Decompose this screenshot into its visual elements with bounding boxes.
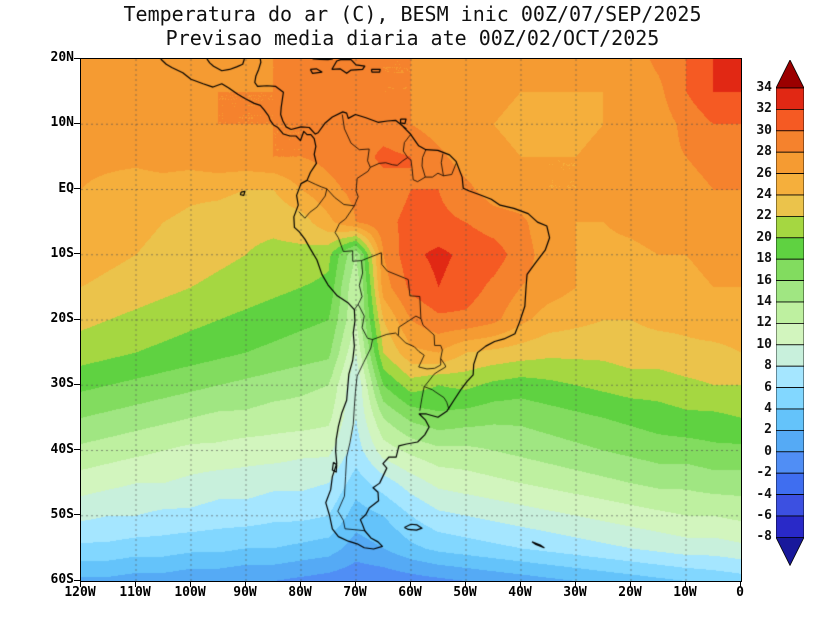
colorbar-band <box>776 237 804 260</box>
colorbar-band <box>776 322 804 346</box>
colorbar-tick-label: 8 <box>764 358 772 374</box>
lon-tick-mark <box>629 581 631 587</box>
colorbar-band <box>776 472 804 496</box>
lon-tick-label: 50W <box>453 585 477 600</box>
lon-tick-label: 20W <box>618 585 642 600</box>
colorbar-band <box>776 301 804 324</box>
colorbar-tick-label: -8 <box>756 529 772 545</box>
colorbar-tick-label: 0 <box>764 443 772 459</box>
colorbar-band <box>776 494 804 517</box>
colorbar-arrow-top <box>776 60 804 89</box>
lat-tick-label: EQ <box>58 180 74 196</box>
lon-tick-label: 80W <box>288 585 312 600</box>
lon-tick-mark <box>409 581 411 587</box>
colorbar: 34 32 30 28 26 24 22 20 18 16 14 12 10 8 6 4 2 0 -2 -4 -6 -8 <box>742 60 806 575</box>
colorbar-band <box>776 173 804 196</box>
lon-tick-mark <box>244 581 246 587</box>
colorbar-band <box>776 151 804 174</box>
lat-tick-label: 20N <box>50 50 74 65</box>
colorbar-tick-label: 24 <box>756 187 772 202</box>
lat-tick-mark <box>74 188 80 189</box>
colorbar-tick-label: -6 <box>756 508 772 523</box>
lon-tick-label: 70W <box>343 585 367 600</box>
colorbar-band <box>776 408 804 431</box>
colorbar-band <box>776 280 804 303</box>
colorbar-band <box>776 344 804 367</box>
colorbar-band <box>776 258 804 281</box>
colorbar-tick-label: 26 <box>756 165 772 181</box>
colorbar-tick-label: 12 <box>756 315 772 331</box>
lat-tick-label: 20S <box>50 311 74 326</box>
colorbar-tick-label: 10 <box>756 336 772 352</box>
lon-tick-mark <box>684 581 686 587</box>
lon-tick-mark <box>739 581 741 587</box>
colorbar-arrow-bottom <box>776 536 804 566</box>
colorbar-tick-label: 20 <box>756 229 772 245</box>
colorbar-band <box>776 194 804 217</box>
lon-tick-mark <box>134 581 136 587</box>
colorbar-tick-label: 18 <box>756 251 772 267</box>
colorbar-tick-label: 16 <box>756 272 772 288</box>
lon-tick-mark <box>189 581 191 587</box>
lat-tick-label: 40S <box>50 441 74 457</box>
colorbar-band <box>776 130 804 153</box>
lat-tick-label: 10N <box>50 115 74 131</box>
lon-tick-label: 0 <box>736 585 744 600</box>
lon-tick-label: 30W <box>563 585 587 600</box>
colorbar-tick-label: 32 <box>756 101 772 117</box>
chart-subtitle: Previsao media diaria ate 00Z/02/OCT/202… <box>165 26 660 50</box>
lon-tick-label: 90W <box>233 585 257 600</box>
lon-tick-mark <box>299 581 301 587</box>
lon-tick-label: 10W <box>673 585 697 600</box>
temperature-field-canvas <box>81 59 741 581</box>
lon-tick-mark <box>79 581 81 587</box>
lon-tick-label: 120W <box>64 585 96 600</box>
colorbar-tick-label: 34 <box>756 80 772 95</box>
lat-tick-mark <box>74 122 80 124</box>
colorbar-tick-label: 4 <box>764 401 772 416</box>
colorbar-tick-label: -2 <box>756 465 772 481</box>
lon-tick-mark <box>519 581 521 587</box>
lat-tick-mark <box>74 253 80 255</box>
lat-tick-mark <box>74 579 80 581</box>
lat-tick-mark <box>74 318 80 320</box>
colorbar-band <box>776 215 804 239</box>
lon-tick-mark <box>574 581 576 587</box>
lat-tick-mark <box>74 57 80 59</box>
colorbar-tick-label: 2 <box>764 422 772 438</box>
lat-tick-label: 50S <box>50 506 74 522</box>
colorbar-tick-label: 30 <box>756 122 772 138</box>
colorbar-band <box>776 451 804 474</box>
colorbar-tick-label: -4 <box>756 486 772 502</box>
lat-tick-mark <box>74 383 80 385</box>
colorbar-band <box>776 365 804 389</box>
colorbar-tick-label: 22 <box>756 208 772 224</box>
colorbar-tick-label: 6 <box>764 379 772 395</box>
lon-tick-label: 60W <box>398 585 422 600</box>
lat-tick-label: 60S <box>50 572 74 587</box>
lon-tick-label: 100W <box>174 585 206 600</box>
lon-tick-mark <box>354 581 356 587</box>
lon-tick-mark <box>464 581 466 587</box>
colorbar-tick-label: 28 <box>756 144 772 160</box>
colorbar-band <box>776 429 804 453</box>
lon-tick-label: 40W <box>508 585 532 600</box>
lat-tick-mark <box>74 449 80 450</box>
colorbar-band <box>776 109 804 132</box>
colorbar-band <box>776 87 804 110</box>
plot-frame <box>80 58 742 582</box>
lat-tick-mark <box>74 514 80 516</box>
lon-tick-label: 110W <box>119 585 151 600</box>
lat-tick-label: 10S <box>50 245 74 261</box>
colorbar-band <box>776 387 804 410</box>
lat-tick-label: 30S <box>50 376 74 392</box>
colorbar-tick-label: 14 <box>756 294 772 309</box>
colorbar-band <box>776 515 804 538</box>
colorbar-scale <box>776 60 804 566</box>
chart-title: Temperatura do ar (C), BESM inic 00Z/07/… <box>123 2 702 26</box>
